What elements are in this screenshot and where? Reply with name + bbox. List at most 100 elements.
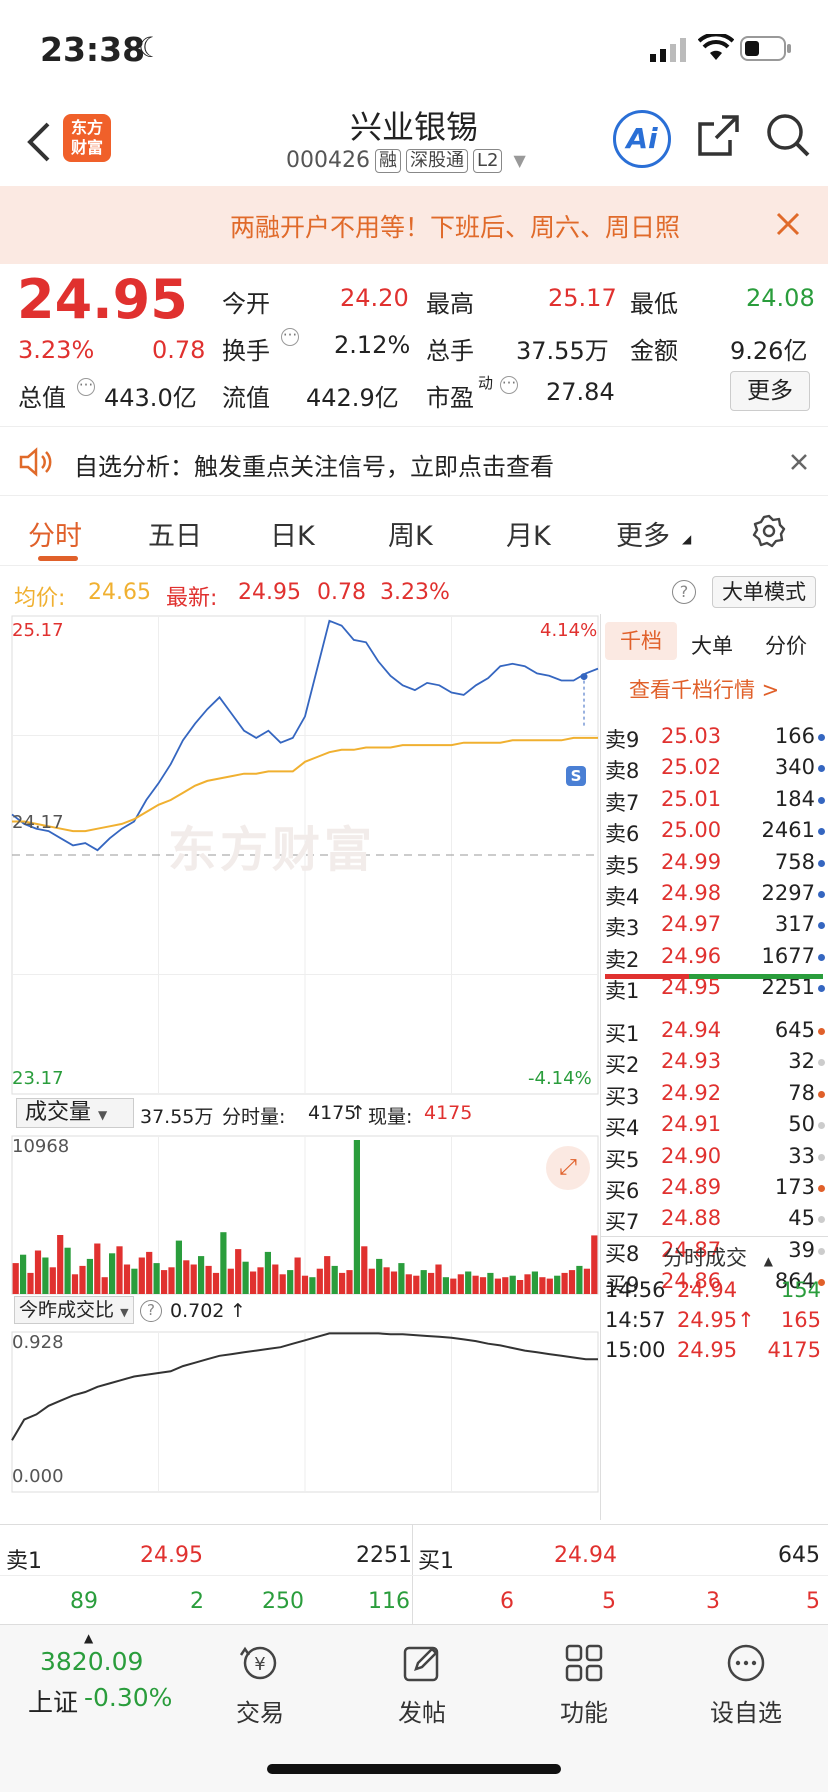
buy-row[interactable]: 买5 24.90 33 (601, 1140, 828, 1176)
tab-more[interactable]: 更多 (616, 521, 670, 552)
tick-volume: 165 (780, 1308, 821, 1332)
amount-value: 9.26亿 (730, 337, 808, 365)
ticks-header[interactable]: 分时成交 ▲ (663, 1242, 773, 1272)
ai-button[interactable]: Ai (613, 110, 671, 168)
book-tab-big-order[interactable]: 大单 (691, 634, 733, 658)
nav-add-watchlist[interactable]: 设自选 (696, 1643, 796, 1728)
buy-row[interactable]: 买1 24.94 645 (601, 1014, 828, 1050)
buy-row[interactable]: 买9 24.86 864 (601, 1265, 828, 1301)
nav-trade[interactable]: ¥ 交易 (210, 1643, 310, 1728)
sell-volume: 2251 (761, 975, 815, 1000)
pct-top-label: 4.14% (540, 620, 598, 641)
nav-post[interactable]: 发帖 (372, 1643, 472, 1728)
s-marker[interactable]: S (566, 766, 586, 786)
sell-row[interactable]: 卖5 24.99 758 (601, 846, 828, 882)
buy-price: 24.94 (661, 1018, 722, 1042)
volume-bar (346, 1270, 353, 1294)
close-icon[interactable] (776, 212, 800, 236)
more-dots-icon (727, 1644, 765, 1682)
tab-month-k[interactable]: 月K (506, 521, 551, 552)
buy-level-label: 买2 (605, 1053, 640, 1078)
nav-function[interactable]: 功能 (534, 1643, 634, 1728)
sell-volume: 2461 (761, 818, 815, 843)
last-price: 24.95 (17, 268, 188, 331)
intraday-chart-svg[interactable] (0, 614, 600, 1524)
index-value[interactable]: 3820.09 (40, 1647, 144, 1676)
index-name[interactable]: 上证 (28, 1688, 79, 1717)
share-icon[interactable] (696, 114, 740, 158)
sell-dot (818, 985, 825, 993)
info-dots-icon[interactable]: ··· (77, 376, 95, 396)
sell-level-label: 卖5 (605, 853, 640, 878)
info-dots-icon[interactable]: ··· (500, 374, 518, 394)
help-icon[interactable]: ? (140, 1300, 162, 1322)
promo-banner[interactable]: 两融开户不用等！下班后、周六、周日照 (0, 186, 828, 264)
signal-bar[interactable]: 自选分析：触发重点关注信号，立即点击查看 (0, 426, 828, 496)
brand-logo[interactable]: 东方 财富 (63, 114, 111, 162)
last-price-dot (580, 673, 588, 681)
sell-row[interactable]: 卖2 24.96 1677 (601, 940, 828, 976)
signal-icon (650, 38, 686, 62)
sell-price: 24.96 (661, 943, 722, 968)
sell-price: 25.00 (661, 818, 722, 843)
back-arrow-icon[interactable] (26, 122, 52, 162)
sell-row[interactable]: 卖7 25.01 184 (601, 783, 828, 819)
tab-day-k[interactable]: 日K (270, 521, 315, 552)
ratio-selector[interactable]: 今昨成交比 ▼ (14, 1296, 134, 1324)
buy-row[interactable]: 买6 24.89 173 (601, 1171, 828, 1207)
search-icon[interactable] (765, 112, 811, 158)
big-order-mode-button[interactable]: 大单模式 (712, 576, 816, 608)
sell-row[interactable]: 卖9 25.03 166 (601, 720, 828, 756)
dropdown-caret-icon[interactable]: ▼ (513, 151, 526, 170)
sell-price: 24.98 (661, 881, 722, 905)
volume-bar (301, 1275, 309, 1294)
volume-value: 37.55万 (516, 337, 609, 365)
volume-bar (227, 1268, 234, 1294)
buy-row[interactable]: 买7 24.88 45 (601, 1202, 828, 1238)
buy-row[interactable]: 买8 24.87 39 (601, 1234, 828, 1270)
latest-pct: 3.23% (380, 580, 450, 605)
info-dots-icon[interactable]: ··· (281, 326, 299, 346)
logo-text-1: 东方 (70, 118, 103, 137)
bq-sell-vol: 2251 (356, 1543, 412, 1568)
intraday-chart-area[interactable]: 25.17 4.14% 24.17 23.17 -4.14% 东方财富 S 成交… (0, 614, 600, 1524)
bq-left-num: 116 (368, 1589, 410, 1614)
tab-five-day[interactable]: 五日 (148, 521, 202, 552)
buy-row[interactable]: 买2 24.93 32 (601, 1045, 828, 1081)
tab-more-caret-icon: ◢ (682, 532, 692, 546)
buy-price: 24.89 (661, 1175, 722, 1199)
view-depth-link[interactable]: 查看千档行情 > (629, 678, 780, 702)
sell-price: 25.03 (661, 724, 722, 748)
buy-row[interactable]: 买4 24.91 50 (601, 1108, 828, 1144)
ratio-max-label: 0.928 (12, 1332, 64, 1353)
latest-change: 0.78 (317, 580, 366, 605)
book-tab-price[interactable]: 分价 (765, 634, 807, 658)
volume-bar (583, 1268, 590, 1294)
volume-bar (175, 1240, 182, 1294)
volume-bar (398, 1263, 405, 1294)
close-icon[interactable] (790, 453, 808, 471)
gear-icon[interactable] (752, 514, 786, 548)
buy-row[interactable]: 买3 24.92 78 (601, 1077, 828, 1113)
sell-level-label: 卖4 (605, 885, 640, 909)
buy-level-label: 买7 (605, 1210, 640, 1235)
help-icon[interactable]: ? (672, 580, 696, 604)
buy-level-label: 买4 (605, 1116, 640, 1141)
caret-up-icon: ▲ (84, 1631, 94, 1645)
sell-row[interactable]: 卖8 25.02 340 (601, 751, 828, 787)
volume-bar (591, 1235, 598, 1294)
volume-bar (86, 1258, 93, 1294)
volume-bar (413, 1275, 420, 1294)
tab-week-k[interactable]: 周K (388, 521, 433, 552)
sell-row[interactable]: 卖1 24.95 2251 (601, 971, 828, 1007)
sell-row[interactable]: 卖6 25.00 2461 (601, 814, 828, 850)
more-button[interactable]: 更多 (730, 371, 810, 411)
volume-selector[interactable]: 成交量 ▼ (16, 1098, 134, 1128)
index-change[interactable]: -0.30% (84, 1683, 173, 1712)
avg-price-line (12, 736, 598, 833)
expand-icon[interactable]: ⤢ (546, 1146, 590, 1190)
sell-row[interactable]: 卖4 24.98 2297 (601, 877, 828, 913)
sell-row[interactable]: 卖3 24.97 317 (601, 908, 828, 944)
tab-intraday[interactable]: 分时 (28, 521, 82, 552)
book-tab-qiandang[interactable]: 千档 (605, 622, 677, 660)
